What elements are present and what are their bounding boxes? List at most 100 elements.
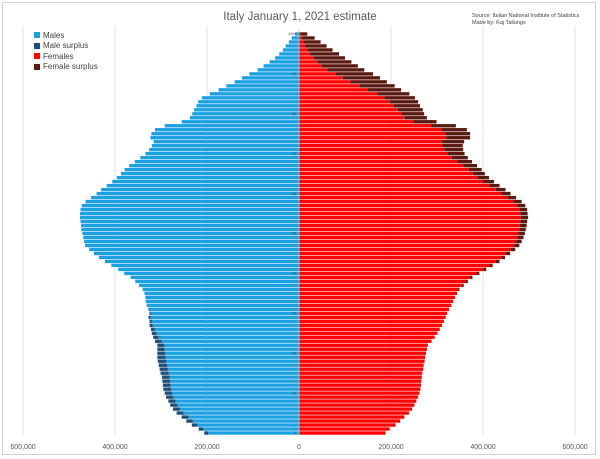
bar-male-surplus [153,335,159,339]
bar-females [299,227,520,232]
bar-male-surplus [181,415,189,419]
bar-males [269,60,299,64]
bar-female-surplus [451,155,468,160]
bar-female-surplus [367,88,402,92]
bar-males [196,104,299,108]
bar-male-surplus [148,315,151,319]
age-tick-label: 10 [292,391,296,395]
bar-female-surplus [517,203,526,208]
bar-males [146,299,299,304]
bar-males [81,203,299,208]
bar-males [170,379,299,383]
bar-females [299,411,409,415]
bar-females [299,215,521,220]
bar-males [209,92,299,96]
bar-males [263,64,299,68]
bar-males [282,48,299,52]
bar-females [299,339,432,343]
bar-female-surplus [477,175,489,180]
bar-females [299,315,446,319]
bar-males [158,335,299,339]
bar-female-surplus [313,56,345,60]
bar-females [299,112,402,116]
bar-males [179,407,299,411]
bar-female-surplus [317,60,352,64]
bar-female-surplus [476,271,480,276]
bar-males [192,419,299,423]
bar-male-surplus [168,399,176,403]
age-tick-label: 60 [292,192,296,196]
bar-females [299,187,496,192]
bar-males [166,359,299,363]
bar-females [299,419,401,423]
bar-females [299,231,519,236]
legend-swatch-male-surplus [34,42,40,49]
bar-females [299,235,518,240]
bar-males [80,211,299,216]
bar-males [208,431,299,435]
bar-males [177,403,299,407]
bar-males [101,187,299,192]
bar-male-surplus [157,355,166,359]
bar-female-surplus [310,52,340,56]
bar-females [299,327,440,331]
bar-females [299,223,520,228]
bar-males [167,367,299,371]
bar-male-surplus [162,379,171,383]
bar-males [93,251,299,256]
bar-male-surplus [150,327,155,331]
bar-female-surplus [397,108,423,112]
bar-females [299,132,446,136]
bar-females [299,347,427,351]
bar-females [299,383,421,387]
bar-males [84,239,300,244]
bar-female-surplus [300,32,308,36]
bar-female-surplus [495,187,506,192]
bar-male-surplus [163,387,172,391]
bar-male-surplus [157,347,165,351]
bar-females [299,387,421,391]
bar-female-surplus [444,148,464,152]
bar-males [80,223,300,228]
bar-females [299,355,426,359]
bar-males [164,347,299,351]
bar-males [80,219,299,224]
bar-females [299,100,390,104]
x-tick-label: 600,000 [562,444,587,451]
bar-males [164,124,299,128]
bar-males [111,263,299,268]
bar-female-surplus [401,112,425,116]
bar-females [299,199,514,204]
x-tick-label: 600,000 [10,444,35,451]
bar-females [299,40,304,44]
age-tick-label: 0 [294,431,296,435]
bar-male-surplus [148,307,150,312]
bar-female-surplus [468,167,482,172]
bar-female-surplus [389,100,419,104]
bar-female-surplus [519,227,526,232]
bar-females [299,247,511,252]
bar-females [299,171,473,176]
bar-female-surplus [483,179,495,184]
bar-females [299,211,521,216]
bar-females [299,271,477,276]
bar-female-surplus [350,80,387,84]
bar-males [165,355,299,359]
bar-males [82,231,299,236]
bar-females [299,299,454,304]
bar-males [285,44,299,48]
bar-male-surplus [204,431,209,435]
bar-female-surplus [304,44,327,48]
bar-female-surplus [442,144,463,148]
bar-females [299,263,490,268]
bar-males [183,411,299,415]
bar-females [299,56,314,60]
bar-males [135,279,299,284]
bar-females [299,283,462,288]
legend: Males Male surplus Females Female surplu… [34,30,98,72]
bar-female-surplus [404,116,427,120]
bar-female-surplus [303,40,321,44]
bar-females [299,303,452,308]
age-tick-label: 90 [292,72,296,76]
